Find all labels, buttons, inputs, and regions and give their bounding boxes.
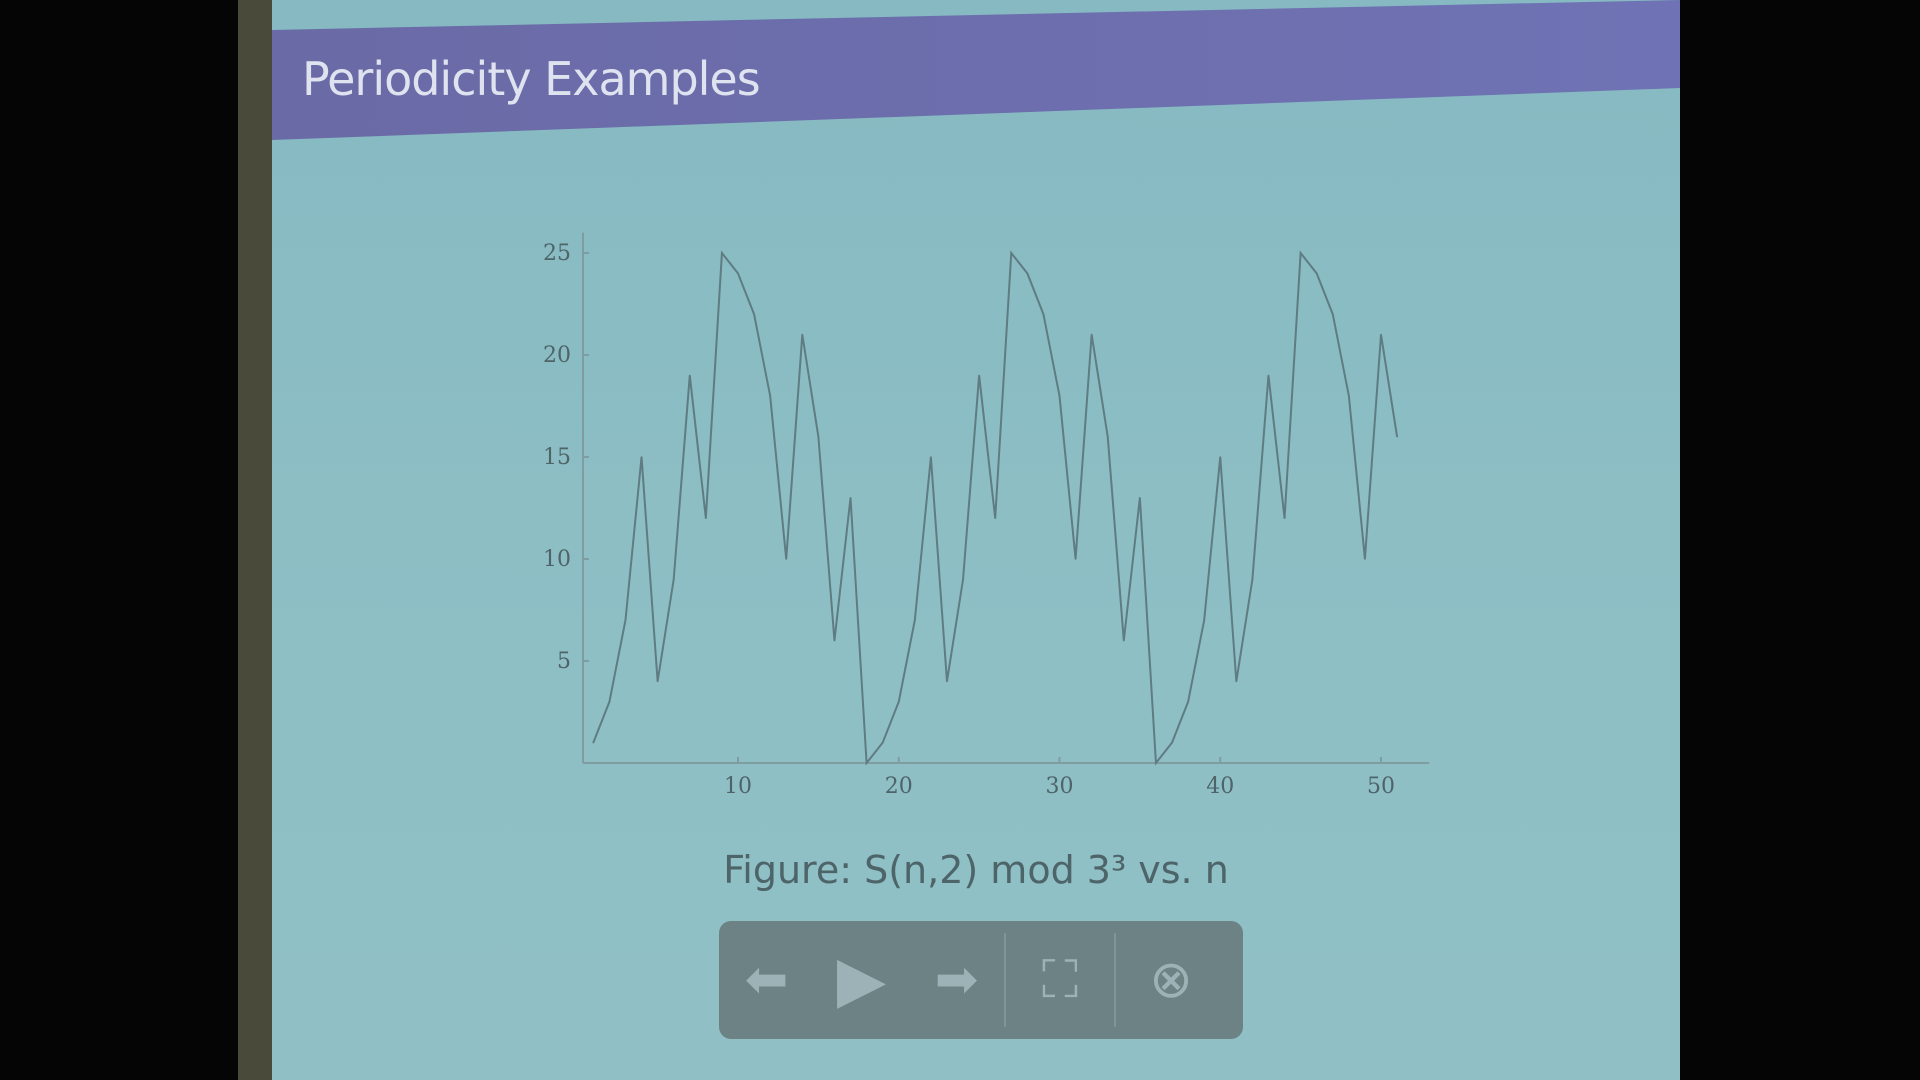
slide-title: Periodicity Examples: [302, 52, 761, 106]
data-point: [640, 456, 643, 458]
data-point: [624, 619, 627, 621]
data-point: [849, 497, 852, 499]
data-point: [1251, 578, 1254, 581]
data-point: [930, 456, 932, 458]
y-tick-label: 10: [543, 547, 571, 572]
play-button[interactable]: ▶: [814, 921, 909, 1039]
data-point: [1315, 272, 1318, 275]
arrow-left-icon: ⬅: [744, 950, 789, 1010]
data-point: [881, 741, 884, 744]
data-point: [1026, 272, 1029, 275]
data-point: [865, 762, 868, 764]
data-point: [1010, 252, 1013, 254]
series-line: [592, 250, 1399, 766]
data-point: [1396, 435, 1398, 438]
figure-caption: Figure: S(n,2) mod 3³ vs. n: [723, 848, 1229, 892]
divider: [1114, 932, 1116, 1028]
y-tick-label: 20: [543, 343, 571, 368]
data-point: [1074, 558, 1077, 560]
data-point: [978, 374, 980, 377]
data-point: [1348, 395, 1350, 397]
data-point: [1155, 762, 1157, 764]
fullscreen-button[interactable]: ⛶: [1006, 921, 1114, 1039]
data-point: [769, 395, 771, 397]
data-point: [1187, 701, 1189, 703]
prev-button[interactable]: ⬅: [719, 921, 814, 1039]
arrow-right-icon: ➡: [934, 950, 979, 1010]
x-tick-label: 50: [1367, 774, 1395, 799]
data-point: [1235, 680, 1238, 683]
data-point: [592, 741, 595, 744]
y-tick-label: 25: [543, 241, 571, 266]
data-point: [688, 374, 691, 377]
data-point: [914, 619, 916, 621]
chart: 10 20 30 40 50 5 10 15 20 25: [543, 232, 1430, 799]
x-tick-label: 20: [885, 774, 913, 799]
data-point: [946, 680, 948, 683]
data-point: [897, 701, 900, 703]
data-point: [1090, 333, 1093, 336]
wall-edge: [238, 0, 272, 1080]
data-point: [753, 313, 755, 316]
data-point: [1106, 435, 1109, 438]
data-point: [1171, 741, 1173, 744]
data-point: [737, 272, 739, 275]
data-point: [962, 578, 964, 581]
data-point: [1219, 456, 1222, 458]
data-point: [994, 517, 996, 519]
x-tick-label: 40: [1206, 774, 1234, 799]
close-circle-icon: ⊗: [1149, 950, 1193, 1010]
presentation-controls: ⬅ ▶ ➡ ⛶ ⊗: [719, 921, 1243, 1039]
data-point: [785, 558, 788, 560]
slide: Periodicity Examples 10 20 30 40 50 5 10 15 20 25…: [272, 0, 1680, 1080]
data-point: [1380, 333, 1382, 336]
data-point: [1042, 313, 1045, 316]
data-point: [1123, 639, 1125, 642]
data-point: [1331, 313, 1334, 316]
data-point: [656, 680, 659, 683]
data-point: [833, 639, 836, 642]
data-point: [1139, 497, 1141, 499]
data-point: [817, 435, 820, 438]
data-point: [1267, 374, 1270, 377]
next-button[interactable]: ➡: [909, 921, 1004, 1039]
x-tick-label: 30: [1046, 774, 1074, 799]
close-button[interactable]: ⊗: [1116, 921, 1226, 1039]
data-point: [721, 252, 723, 254]
divider: [1004, 932, 1006, 1028]
data-point: [705, 517, 707, 519]
data-point: [672, 578, 675, 581]
data-point: [1299, 252, 1302, 254]
x-tick-label: 10: [724, 774, 752, 799]
y-tick-label: 15: [543, 445, 571, 470]
y-tick-label: 5: [557, 649, 571, 674]
data-point: [1283, 517, 1286, 519]
fullscreen-icon: ⛶: [1041, 949, 1079, 1010]
data-point: [1364, 558, 1366, 560]
data-point: [801, 333, 804, 336]
data-point: [608, 701, 611, 703]
data-point: [1203, 619, 1205, 621]
data-point: [1058, 395, 1061, 397]
play-icon: ▶: [836, 943, 887, 1017]
